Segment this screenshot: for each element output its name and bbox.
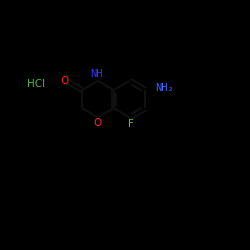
Text: F: F (128, 119, 134, 128)
Text: O: O (61, 76, 69, 86)
Text: NH: NH (90, 69, 103, 79)
Text: O: O (94, 118, 102, 128)
Text: HCl: HCl (27, 79, 45, 89)
Text: NH₂: NH₂ (155, 83, 174, 93)
